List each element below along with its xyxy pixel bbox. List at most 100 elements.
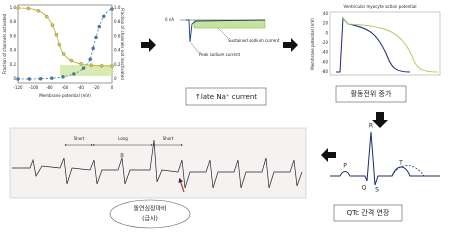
curve-dots — [16, 6, 114, 81]
curve-dot — [110, 64, 114, 68]
y-label-left: Fraction of channels activated — [2, 13, 7, 74]
y-tick-label: -80 — [321, 69, 328, 74]
x-tick-label: -60 — [62, 85, 69, 90]
wave-label: Q — [362, 185, 367, 192]
y-tick-label: 0 — [13, 76, 16, 81]
y-tick-label: 1.0 — [114, 5, 121, 10]
sustained-label: Sustained sodium current — [228, 38, 280, 43]
arrow-down — [372, 112, 388, 128]
interval-label: Long — [118, 136, 128, 141]
curve-dot — [54, 32, 59, 37]
y-tick-label: 0.4 — [10, 48, 17, 53]
x-tick-label: -120 — [13, 85, 23, 90]
y-label: Membrane potential (mV) — [310, 18, 315, 70]
curve-dot — [89, 63, 94, 68]
curve-dot — [26, 6, 31, 11]
caption-box — [185, 87, 267, 106]
caption: QTc 간격 연장 — [347, 208, 390, 217]
y-tick-label: -40 — [321, 50, 328, 55]
y-tick-label: -60 — [321, 59, 328, 64]
strip-panel: Short Long Short II 돌연심장마비 (급사) — [9, 127, 307, 229]
wave-label: R — [369, 123, 373, 130]
arrow-right — [283, 38, 298, 52]
strip-trace — [12, 139, 303, 189]
arrow-right — [141, 38, 156, 52]
channel-plot: Membrane potential (mV) Fraction of chan… — [2, 4, 125, 98]
caption: ↑late Na⁺ current — [195, 93, 257, 101]
curve-dot — [61, 75, 65, 79]
pointer — [217, 27, 229, 39]
x-tick-label: -100 — [29, 85, 39, 90]
y-tick-label: 0.8 — [10, 19, 17, 24]
caption-box — [335, 85, 407, 103]
y-tick-label: 20 — [323, 21, 329, 26]
activation-curve — [17, 8, 113, 80]
y-tick-label: 0.6 — [10, 33, 17, 38]
sustained-area — [193, 19, 266, 29]
x-tick-label: -40 — [77, 85, 84, 90]
y-tick-label: 0.2 — [10, 62, 17, 67]
arrow-left — [321, 148, 336, 162]
ap-curve-long — [342, 17, 439, 73]
current-panel: 0 nA Sustained sodium current Peak sodiu… — [165, 17, 280, 106]
y-tick-label: 40 — [323, 11, 329, 16]
ecg-trace — [330, 131, 440, 186]
caption: (급사) — [142, 215, 158, 223]
curve-dot — [88, 57, 92, 61]
curve-dot — [61, 52, 66, 56]
y-tick-label: 0.2 — [114, 62, 121, 67]
curve-dot — [38, 77, 43, 81]
y-tick-label: 0.8 — [114, 19, 121, 24]
current-trace — [186, 19, 266, 43]
y-tick-label: 0 — [114, 76, 117, 81]
x-tick-label: -80 — [46, 85, 53, 90]
wave-label: S — [375, 187, 379, 194]
zero-label: 0 nA — [165, 17, 174, 22]
y-tick-label: 0 — [325, 30, 328, 35]
curve-dot — [45, 14, 49, 19]
red-arrow — [178, 177, 185, 193]
x-tick-label: 0 — [111, 85, 114, 90]
plot-frame — [329, 11, 441, 76]
curve-dot — [36, 9, 41, 13]
plot-frame — [17, 4, 113, 84]
curve-dot — [91, 46, 95, 51]
peak-label: Peak sodium current — [199, 52, 241, 57]
caption-oval — [109, 199, 191, 229]
curve-dot — [97, 24, 102, 29]
curve-dot — [69, 58, 74, 63]
lead-label: II — [120, 153, 124, 160]
caption-box — [333, 204, 403, 222]
x-label: Membrane potential (mV) — [39, 93, 91, 98]
y-tick-label: 0.6 — [114, 33, 121, 38]
wave-label: P — [343, 163, 347, 170]
interval-label: Short — [163, 136, 174, 141]
y-tick-label: 1.0 — [10, 5, 17, 10]
interval-label: Short — [74, 136, 85, 141]
wave-label: T — [398, 160, 403, 167]
curve-dot — [27, 77, 32, 81]
curve-dot — [50, 23, 55, 27]
diagram: Membrane potential (mV) Fraction of chan… — [2, 4, 441, 229]
curve-dot — [16, 77, 20, 81]
curve-dot — [102, 14, 106, 19]
y-label-right: Fraction of channels not inactivated — [120, 8, 125, 80]
curve-dot — [94, 35, 98, 40]
pointer — [190, 42, 200, 54]
x-tick-label: -20 — [93, 85, 100, 90]
prolonged-t — [391, 165, 425, 177]
curve-dot — [110, 7, 114, 11]
curve-dot — [72, 72, 76, 76]
curve-dot — [50, 76, 54, 80]
ap-panel: Ventricular myocyte action potential 40 2… — [310, 4, 441, 103]
curve-dot — [99, 64, 104, 68]
curve-dot — [57, 42, 62, 47]
inactivation-curve — [17, 7, 113, 67]
curve-dot — [16, 6, 20, 10]
curve-dot — [79, 62, 83, 66]
y-ticks: 40 20 0 -20 -40 -60 -80 — [321, 11, 328, 74]
ap-title: Ventricular myocyte action potential — [344, 4, 417, 9]
y-tick-label: 0.4 — [114, 48, 121, 53]
shaded-band — [60, 65, 112, 76]
curve-dot — [81, 66, 86, 70]
